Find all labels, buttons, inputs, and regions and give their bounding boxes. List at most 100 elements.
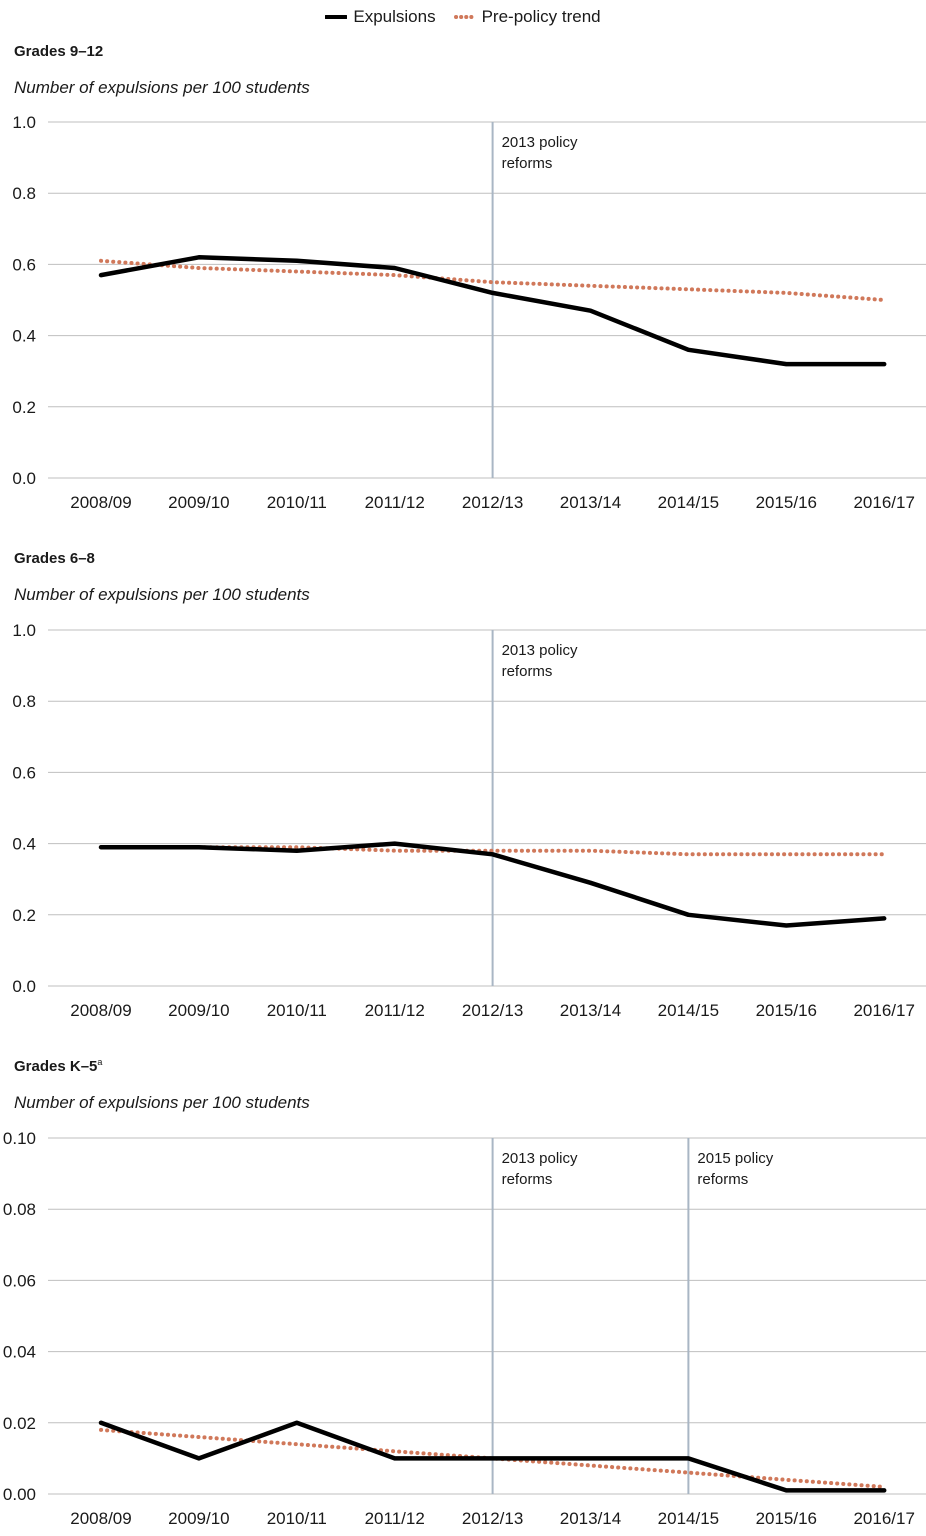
x-tick-label: 2014/15	[658, 493, 719, 512]
policy-annotation-line2: reforms	[502, 1171, 553, 1188]
x-tick-label: 2016/17	[853, 1001, 914, 1020]
panel-subtitle: Number of expulsions per 100 students	[14, 78, 310, 97]
expulsions-point	[100, 846, 103, 849]
x-tick-label: 2012/13	[462, 1509, 523, 1528]
trend-point	[295, 1443, 298, 1446]
y-tick-label: 0.02	[3, 1414, 36, 1433]
trend-point	[295, 270, 298, 273]
trend-point	[295, 846, 298, 849]
panel-title: Grades 9–12	[14, 43, 104, 60]
trend-point	[883, 853, 886, 856]
trend-point	[393, 274, 396, 277]
trend-point	[589, 284, 592, 287]
series-line-pre-policy-trend	[99, 258, 887, 302]
policy-annotation-line1: 2015 policy	[697, 1150, 773, 1167]
legend-label-expulsions: Expulsions	[353, 7, 436, 26]
expulsions-point	[687, 913, 690, 916]
y-tick-label: 0.0	[12, 469, 36, 488]
trend-point	[589, 1464, 592, 1467]
x-tick-label: 2008/09	[70, 493, 131, 512]
expulsions-point	[295, 1421, 298, 1424]
trend-point	[687, 288, 690, 291]
trend-point	[491, 281, 494, 284]
x-tick-label: 2012/13	[462, 1001, 523, 1020]
panel-title: Grades 6–8	[14, 550, 95, 567]
x-tick-label: 2011/12	[365, 1001, 425, 1020]
expulsions-point	[785, 363, 788, 366]
x-tick-label: 2010/11	[267, 1001, 327, 1020]
y-tick-label: 0.0	[12, 977, 36, 996]
x-tick-label: 2013/14	[560, 1509, 621, 1528]
trend-point	[785, 291, 788, 294]
x-tick-label: 2015/16	[756, 1509, 817, 1528]
expulsions-point	[100, 274, 103, 277]
expulsions-point	[295, 849, 298, 852]
expulsions-point	[883, 1489, 886, 1492]
trend-point	[785, 1478, 788, 1481]
expulsions-point	[785, 924, 788, 927]
x-tick-label: 2010/11	[267, 1509, 327, 1528]
x-tick-label: 2009/10	[168, 1509, 229, 1528]
legend-swatch-expulsions	[325, 15, 348, 19]
trend-point	[491, 849, 494, 852]
trend-point	[393, 1450, 396, 1453]
trend-point	[785, 853, 788, 856]
trend-point	[883, 1485, 886, 1488]
expulsions-point	[295, 259, 298, 262]
y-tick-label: 0.04	[3, 1343, 36, 1362]
x-tick-label: 2011/12	[365, 493, 425, 512]
legend-label-trend: Pre-policy trend	[481, 7, 601, 26]
expulsions-point	[197, 256, 200, 259]
trend-point	[393, 849, 396, 852]
expulsions-point	[393, 1457, 396, 1460]
y-tick-label: 0.6	[12, 255, 36, 274]
x-tick-label: 2010/11	[267, 493, 327, 512]
x-tick-label: 2016/17	[853, 493, 914, 512]
expulsions-point	[589, 881, 592, 884]
expulsions-point	[687, 1457, 690, 1460]
expulsions-point	[589, 309, 592, 312]
series-line-pre-policy-trend	[99, 845, 887, 857]
policy-annotation-line2: reforms	[502, 663, 553, 680]
x-tick-label: 2015/16	[756, 1001, 817, 1020]
panel-subtitle: Number of expulsions per 100 students	[14, 1093, 310, 1112]
series-line-expulsions	[98, 841, 887, 928]
y-tick-label: 0.4	[12, 835, 36, 854]
trend-point	[589, 849, 592, 852]
trend-point	[197, 266, 200, 269]
expulsions-point	[589, 1457, 592, 1460]
expulsions-point	[883, 363, 886, 366]
y-tick-label: 0.08	[3, 1200, 36, 1219]
x-tick-label: 2016/17	[853, 1509, 914, 1528]
x-tick-label: 2014/15	[658, 1001, 719, 1020]
line-chart-grades-9-12: 0.0 0.2 0.4 0.6 0.8 1.0 2008/09 2009/10 2010/11 2…	[12, 113, 926, 512]
expulsions-point	[687, 348, 690, 351]
x-tick-label: 2013/14	[560, 493, 621, 512]
y-tick-label: 0.2	[12, 398, 36, 417]
trend-point	[197, 1436, 200, 1439]
expulsions-point	[393, 266, 396, 269]
x-tick-label: 2015/16	[756, 493, 817, 512]
policy-annotation-line1: 2013 policy	[502, 134, 578, 151]
y-tick-label: 0.2	[12, 906, 36, 925]
panel-subtitle: Number of expulsions per 100 students	[14, 585, 310, 604]
policy-annotation-line1: 2013 policy	[502, 642, 578, 659]
y-tick-label: 0.10	[3, 1129, 36, 1148]
trend-point	[687, 853, 690, 856]
trend-point	[883, 299, 886, 302]
expulsions-point	[883, 917, 886, 920]
x-tick-label: 2008/09	[70, 1001, 131, 1020]
y-tick-label: 0.00	[3, 1485, 36, 1504]
policy-annotation-line1: 2013 policy	[502, 1150, 578, 1167]
legend: Expulsions Pre-policy trend	[0, 6, 926, 28]
y-tick-label: 0.8	[12, 692, 36, 711]
legend-item-expulsions: Expulsions	[325, 7, 436, 27]
trend-point	[100, 1428, 103, 1431]
y-tick-label: 1.0	[12, 113, 36, 132]
expulsions-point	[491, 291, 494, 294]
series-line-expulsions	[98, 255, 887, 367]
x-tick-label: 2013/14	[560, 1001, 621, 1020]
trend-point	[100, 259, 103, 262]
x-tick-label: 2014/15	[658, 1509, 719, 1528]
x-tick-label: 2011/12	[365, 1509, 425, 1528]
